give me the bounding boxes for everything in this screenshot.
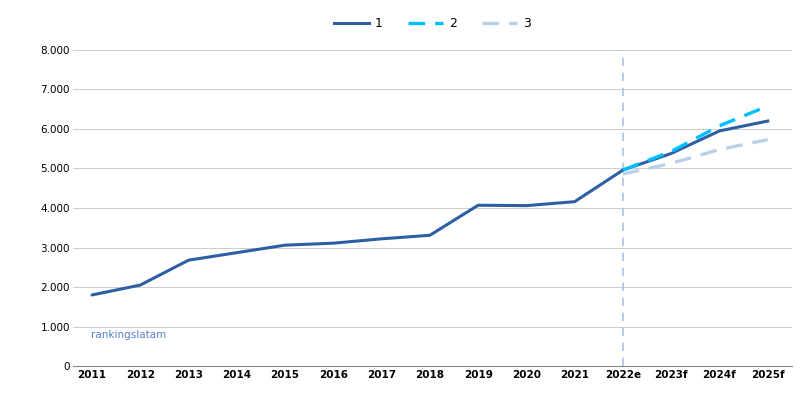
Legend: 1, 2, 3: 1, 2, 3 — [329, 12, 536, 35]
Text: rankingslatam: rankingslatam — [90, 329, 166, 339]
